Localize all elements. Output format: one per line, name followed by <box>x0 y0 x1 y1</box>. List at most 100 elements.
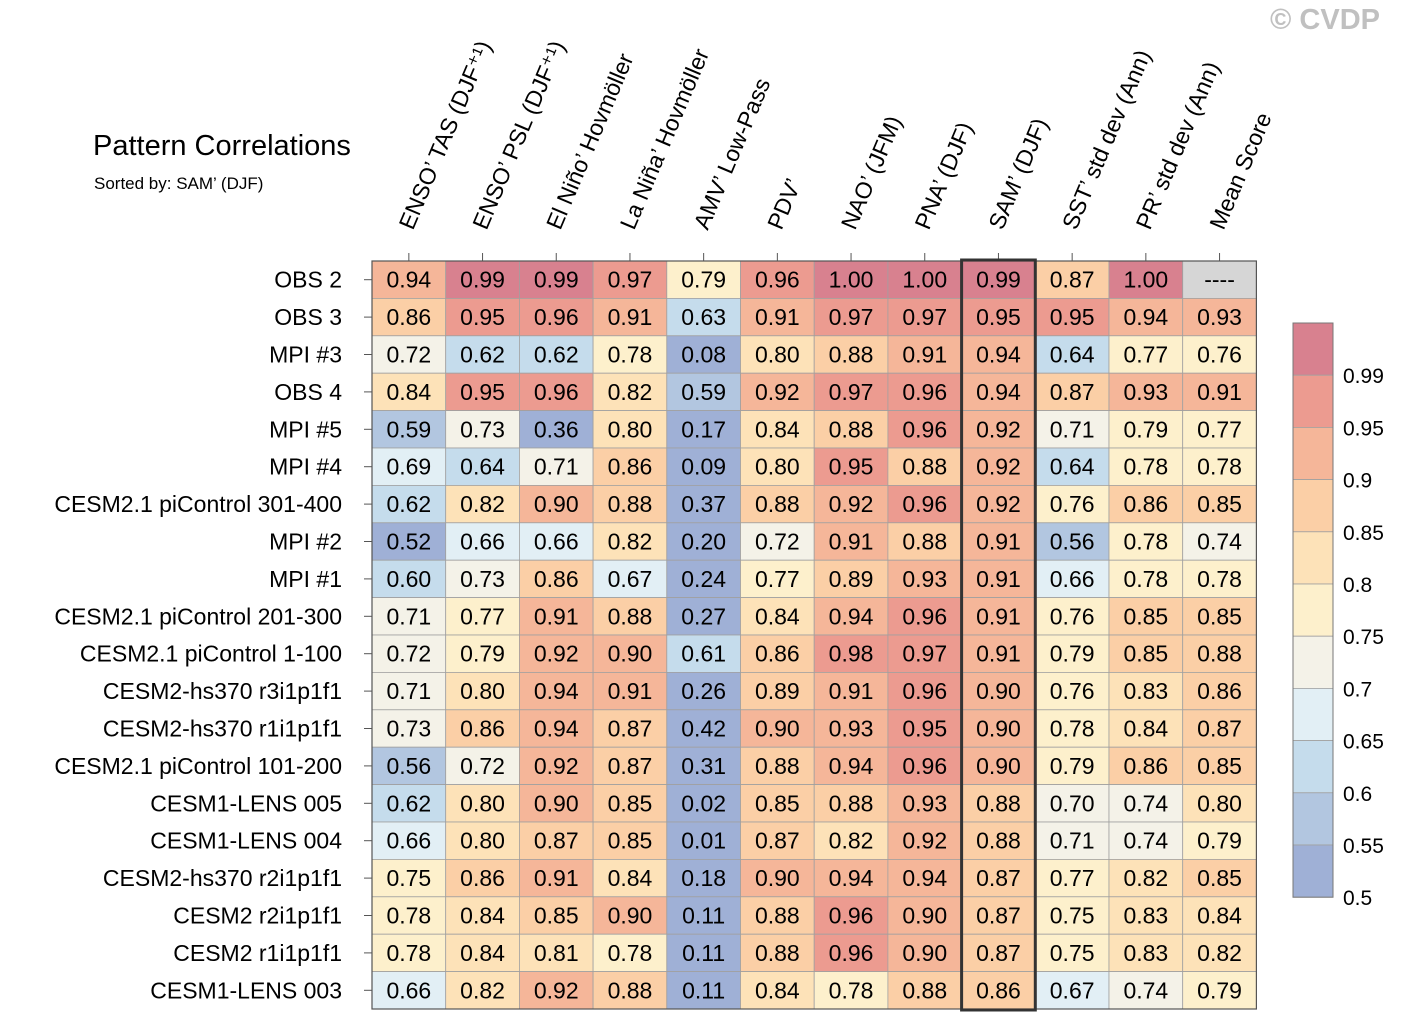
heatmap-cell <box>887 933 963 973</box>
heatmap-cell <box>740 821 815 860</box>
cell-value-label: 0.74 <box>1197 529 1242 555</box>
heatmap-cell <box>371 335 447 374</box>
cell-value-label: 0.84 <box>1197 903 1242 929</box>
cell-value-label: 0.73 <box>460 566 505 592</box>
heatmap-cell <box>1182 335 1257 374</box>
cell-value-label: 0.76 <box>1197 342 1242 368</box>
heatmap-cell <box>813 709 889 748</box>
heatmap-cell <box>1108 410 1184 449</box>
cell-value-label: 0.88 <box>755 491 800 517</box>
colorbar-segment <box>1292 374 1334 428</box>
cell-value-label: 0.97 <box>902 304 947 330</box>
heatmap-cell <box>1034 859 1110 898</box>
heatmap-cell <box>445 859 520 898</box>
heatmap-cell <box>445 821 520 860</box>
cell-value-label: 0.86 <box>534 566 579 592</box>
cell-value-label: 0.56 <box>1050 529 1095 555</box>
heatmap-cell <box>1108 933 1184 973</box>
heatmap-cell <box>592 410 668 449</box>
heatmap-cell <box>887 784 963 823</box>
heatmap-cell <box>519 859 594 898</box>
cell-value-label: 0.66 <box>534 529 579 555</box>
cell-value-label: 0.64 <box>1050 454 1095 480</box>
colorbar-segment <box>1292 792 1334 846</box>
cell-value-label: 0.98 <box>829 641 874 667</box>
colorbar-tick-label: 0.75 <box>1343 626 1384 649</box>
cell-value-label: 0.92 <box>829 491 874 517</box>
colorbar-segment <box>1292 426 1334 480</box>
heatmap-cell <box>887 971 963 1010</box>
cell-value-label: 1.00 <box>829 267 874 293</box>
cell-value-label: 0.96 <box>755 267 800 293</box>
heatmap-cell <box>1108 896 1184 935</box>
cell-value-label: 0.88 <box>755 940 800 966</box>
cell-value-label: 0.88 <box>829 790 874 816</box>
cell-value-label: 0.77 <box>1197 416 1242 442</box>
cell-value-label: 0.80 <box>460 828 505 854</box>
cell-value-label: 0.93 <box>1123 379 1168 405</box>
cell-value-label: 0.01 <box>681 828 726 854</box>
cell-value-label: 0.75 <box>1050 940 1095 966</box>
cell-value-label: 0.88 <box>608 603 653 629</box>
cell-value-label: 0.92 <box>534 977 579 1003</box>
heatmap-cell <box>519 896 594 935</box>
cell-value-label: 0.20 <box>681 529 726 555</box>
cell-value-label: 0.91 <box>976 566 1021 592</box>
cell-value-label: 0.85 <box>1197 865 1242 891</box>
heatmap-cell <box>740 522 815 561</box>
cell-value-label: 0.82 <box>460 977 505 1003</box>
cell-value-label: 0.96 <box>902 416 947 442</box>
colorbar-tick-label: 0.9 <box>1343 470 1372 493</box>
cell-value-label: 0.18 <box>681 865 726 891</box>
colorbar-tick-label: 0.6 <box>1343 783 1372 806</box>
cell-value-label: 0.83 <box>1123 903 1168 929</box>
cell-value-label: 0.71 <box>1050 828 1095 854</box>
heatmap-cell <box>887 821 963 860</box>
colorbar-tick-label: 0.5 <box>1343 887 1372 910</box>
cell-value-label: 0.36 <box>534 416 579 442</box>
cell-value-label: 0.76 <box>1050 678 1095 704</box>
cell-value-label: 0.87 <box>608 716 653 742</box>
heatmap-cell <box>1108 746 1184 786</box>
heatmap-cell <box>519 372 594 412</box>
cell-value-label: 0.86 <box>608 454 653 480</box>
heatmap-cell <box>887 447 963 486</box>
cell-value-label: 0.82 <box>460 491 505 517</box>
cell-value-label: 0.84 <box>460 903 505 929</box>
heatmap-cell <box>1182 634 1257 673</box>
cell-value-label: 0.91 <box>534 603 579 629</box>
heatmap-cell <box>887 410 963 449</box>
cell-value-label: 0.92 <box>902 828 947 854</box>
cell-value-label: 0.96 <box>902 379 947 405</box>
cell-value-label: 0.62 <box>534 342 579 368</box>
cell-value-label: 0.73 <box>386 716 431 742</box>
cell-value-label: 0.90 <box>534 491 579 517</box>
cell-value-label: 0.79 <box>1197 977 1242 1003</box>
heatmap-cell <box>1182 859 1257 898</box>
cell-value-label: 0.88 <box>902 529 947 555</box>
heatmap-cell <box>1182 522 1257 561</box>
cell-value-label: 0.94 <box>976 379 1021 405</box>
cell-value-label: 0.86 <box>386 304 431 330</box>
row-label: CESM2-hs370 r1i1p1f1 <box>103 716 342 742</box>
cell-value-label: 0.91 <box>902 342 947 368</box>
heatmap-cell <box>1108 784 1184 823</box>
cell-value-label: 0.96 <box>534 379 579 405</box>
heatmap-cell <box>1182 260 1257 299</box>
heatmap-cell <box>519 672 594 711</box>
cell-value-label: 0.80 <box>460 678 505 704</box>
column-label: Mean Score <box>1204 109 1276 233</box>
row-labels: OBS 2 OBS 3 MPI #3 OBS 4 MPI #5 MPI #4 CESM2.1… <box>54 267 372 1003</box>
heatmap-cell <box>740 746 815 786</box>
row-label: OBS 2 <box>274 267 342 293</box>
column-label: PDV’ <box>762 175 806 233</box>
cell-value-label: 0.66 <box>1050 566 1095 592</box>
cell-value-label: 0.96 <box>902 603 947 629</box>
cell-value-label: 0.86 <box>460 716 505 742</box>
cell-value-label: 0.42 <box>681 716 726 742</box>
heatmap-cell <box>740 484 815 524</box>
cell-value-label: 0.91 <box>829 529 874 555</box>
cell-value-label: 0.71 <box>386 678 431 704</box>
cell-value-label: 0.76 <box>1050 491 1095 517</box>
cell-value-label: 0.79 <box>460 641 505 667</box>
